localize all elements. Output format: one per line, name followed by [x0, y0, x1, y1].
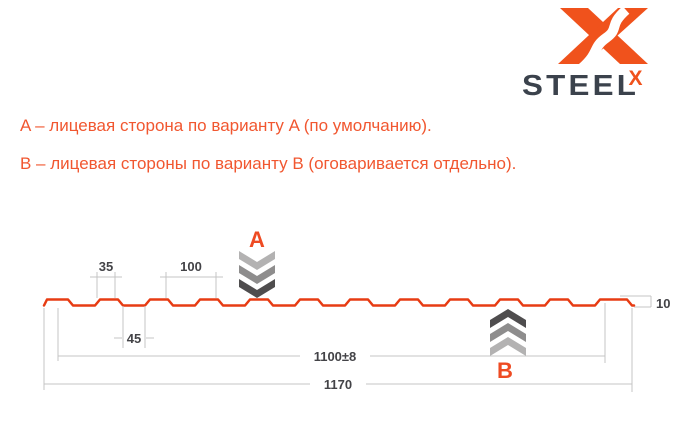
dimension-rib-top-width: 35	[90, 259, 122, 298]
marker-a-letter: A	[249, 227, 265, 252]
sheet-profile-outline	[42, 298, 636, 307]
note-variant-a: A – лицевая сторона по варианту A (по ум…	[20, 116, 432, 135]
marker-b-letter: B	[497, 358, 513, 383]
dimension-rib-base-width: 45	[114, 306, 154, 348]
dim-35-label: 35	[99, 259, 113, 274]
dim-1170-label: 1170	[324, 377, 352, 392]
marker-a-chevron-3-icon	[239, 279, 275, 298]
marker-b-chevron-1-icon	[490, 309, 526, 328]
dim-1100-label: 1100±8	[314, 349, 357, 364]
marker-b-chevron-3-icon	[490, 337, 526, 356]
dimension-profile-height: 10	[620, 295, 670, 311]
steelx-logo-text: STEELX	[522, 67, 643, 103]
dimension-working-width: 1100±8	[57, 303, 606, 364]
dim-100-label: 100	[180, 259, 202, 274]
dimension-overall-width: 1170	[43, 308, 633, 392]
marker-a: A	[239, 227, 275, 298]
dimension-rib-pitch: 100	[160, 259, 223, 298]
dim-45-label: 45	[127, 331, 141, 346]
marker-a-chevron-2-icon	[239, 265, 275, 284]
marker-a-chevron-1-icon	[239, 251, 275, 270]
marker-b-chevron-2-icon	[490, 323, 526, 342]
logo-s-slash	[578, 6, 630, 70]
steelx-logo-icon	[558, 6, 648, 70]
logo-brand-sup-x: X	[628, 67, 643, 90]
logo-brand-label: STEEL	[522, 70, 640, 102]
note-variant-b: B – лицевая стороны по варианту B (огова…	[20, 154, 517, 173]
marker-b: B	[490, 309, 526, 383]
dim-10-label: 10	[656, 296, 670, 311]
